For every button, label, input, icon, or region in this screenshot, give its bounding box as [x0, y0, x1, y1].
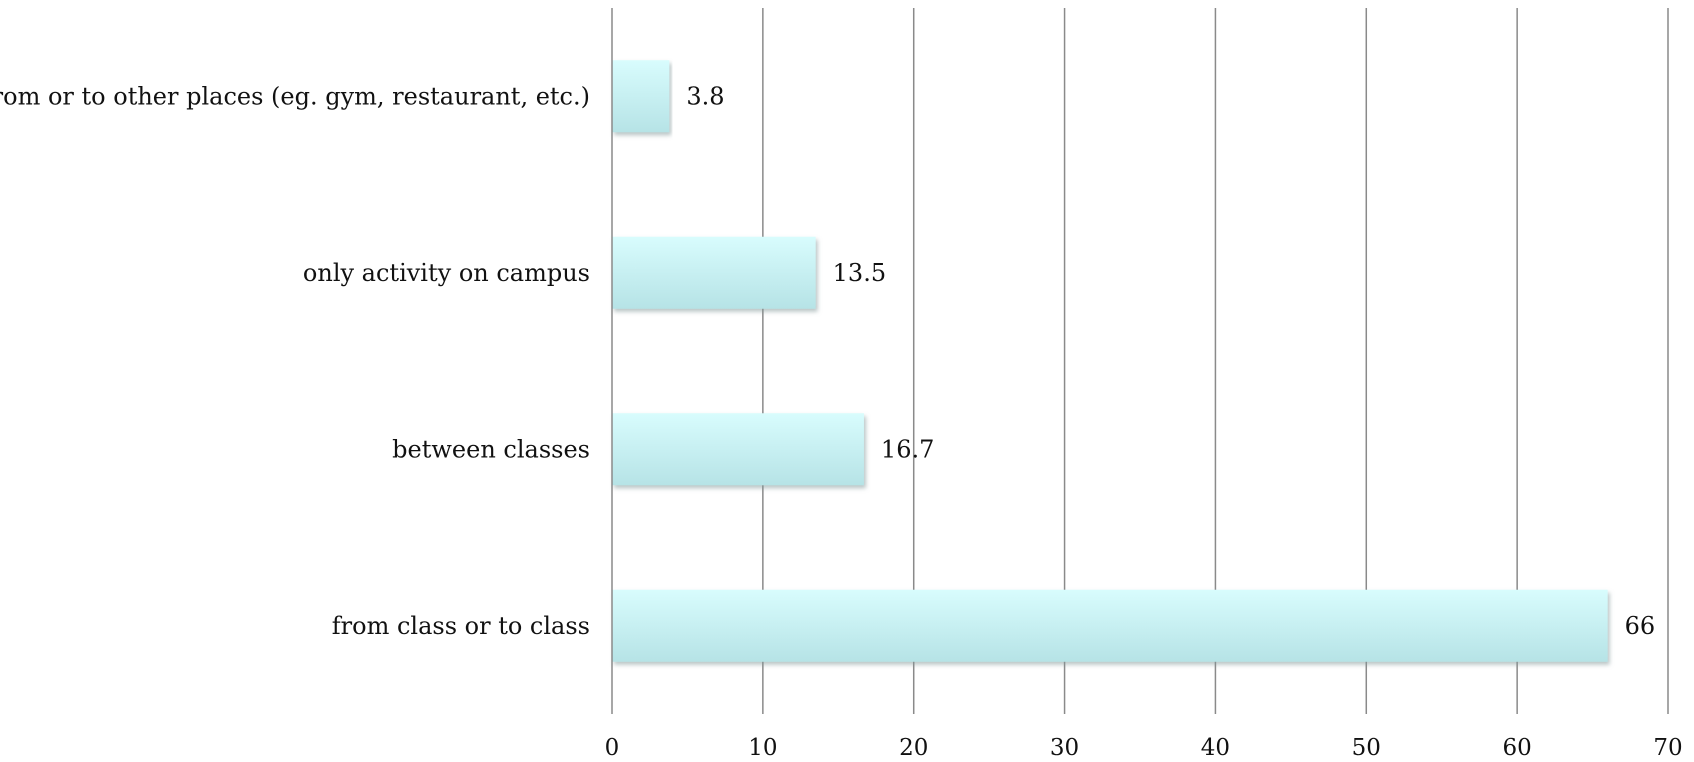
x-tick-label: 40	[1201, 735, 1230, 761]
x-tick-label: 20	[899, 735, 928, 761]
category-label: from or to other places (eg. gym, restau…	[0, 82, 590, 110]
data-label: 66	[1625, 612, 1656, 640]
labels: 0 10 20 30 40 50 60 70 from or to other places (…	[0, 82, 1683, 761]
data-label: 16.7	[881, 435, 934, 463]
data-label: 13.5	[833, 259, 886, 287]
bar	[612, 236, 816, 309]
x-tick-label: 70	[1653, 735, 1682, 761]
data-label: 3.8	[686, 82, 724, 110]
gridlines	[762, 8, 1669, 714]
x-tick-label: 60	[1503, 735, 1532, 761]
bars	[612, 60, 1608, 662]
category-label: only activity on campus	[303, 259, 590, 287]
x-tick-label: 50	[1352, 735, 1381, 761]
x-tick-label: 30	[1050, 735, 1079, 761]
bar	[612, 413, 864, 486]
bar	[612, 60, 670, 133]
category-label: between classes	[392, 435, 590, 463]
x-tick-label: 0	[605, 735, 620, 761]
category-label: from class or to class	[332, 612, 590, 640]
bar	[612, 589, 1608, 662]
x-tick-label: 10	[748, 735, 777, 761]
